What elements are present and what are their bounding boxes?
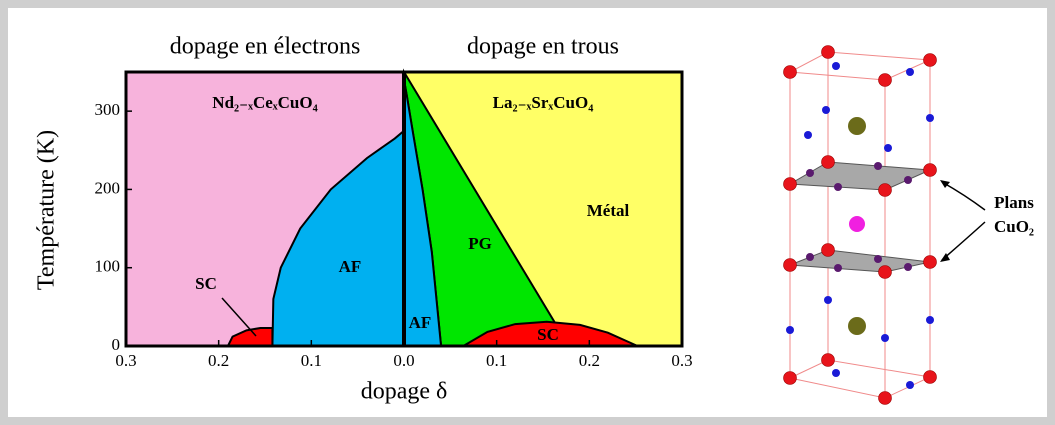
x-tick-label: 0.2 xyxy=(579,351,600,370)
region-label: PG xyxy=(468,234,492,253)
region-label: SC xyxy=(195,274,217,293)
y-axis-title: Température (K) xyxy=(34,130,60,290)
x-tick-label: 0.0 xyxy=(393,351,414,370)
x-tick-label: 0.3 xyxy=(115,351,136,370)
y-tick-label: 0 xyxy=(112,335,121,354)
x-tick-label: 0.1 xyxy=(301,351,322,370)
x-tick-label: 0.1 xyxy=(486,351,507,370)
region-label: AF xyxy=(409,313,432,332)
region-label: SC xyxy=(537,325,559,344)
compound-label: La₂₋ₓSrₓCuO₄ xyxy=(493,93,594,112)
y-tick-label: 100 xyxy=(95,257,121,276)
structure-label: CuO₂ xyxy=(994,217,1034,236)
y-tick-label: 300 xyxy=(95,100,121,119)
header-left: dopage en électrons xyxy=(170,34,361,60)
x-tick-label: 0.2 xyxy=(208,351,229,370)
header-right: dopage en trous xyxy=(467,34,619,60)
y-tick-label: 200 xyxy=(95,178,121,197)
crystal-structure xyxy=(783,45,986,405)
compound-label: Nd₂₋ₓCeₓCuO₄ xyxy=(212,93,317,112)
x-axis-title: dopage δ xyxy=(361,379,448,405)
region-label: Métal xyxy=(587,201,630,220)
structure-label: Plans xyxy=(994,193,1034,212)
phase-region xyxy=(459,320,638,347)
x-tick-label: 0.3 xyxy=(671,351,692,370)
region-label: AF xyxy=(339,257,362,276)
leader-line xyxy=(221,297,257,337)
